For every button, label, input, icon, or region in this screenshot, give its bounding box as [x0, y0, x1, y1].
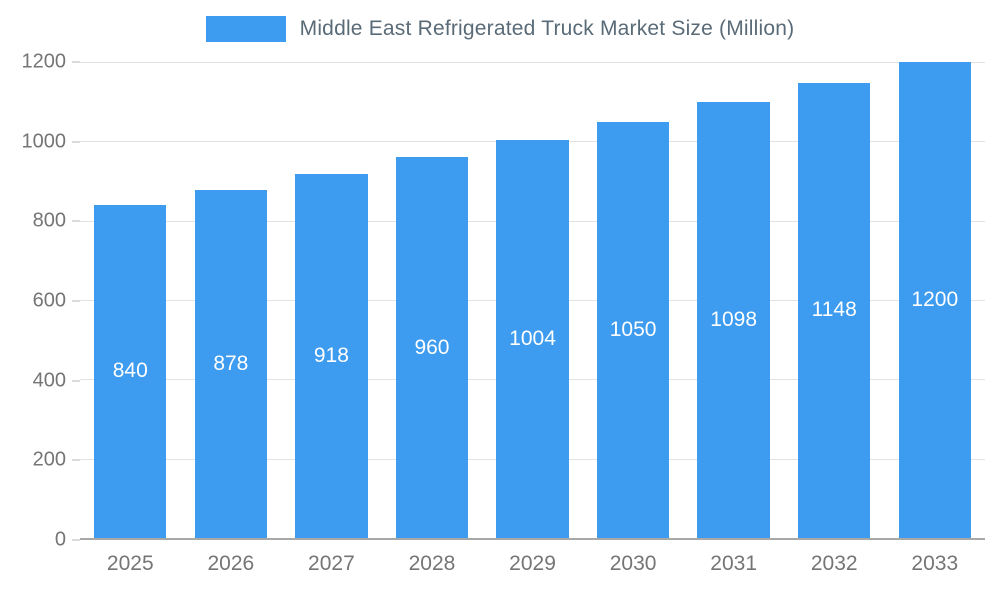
y-tick: 0: [22, 529, 80, 552]
bar-band: 878: [181, 62, 282, 538]
bar-band: 1004: [482, 62, 583, 538]
bar-2029[interactable]: 1004: [496, 139, 569, 538]
y-axis: 0 200 400 600 800 1000 1200: [0, 51, 80, 551]
bar-band: 840: [80, 62, 181, 538]
y-tick-mark: [72, 539, 80, 541]
y-tick: 200: [22, 449, 80, 472]
bar-value-label: 840: [112, 359, 148, 383]
bar-value-label: 1050: [609, 317, 657, 341]
y-tick-label: 600: [32, 289, 66, 312]
y-tick-mark: [72, 300, 80, 302]
x-tick-label: 2031: [710, 552, 758, 575]
x-tick-label: 2027: [308, 552, 355, 575]
y-tick-label: 0: [54, 528, 66, 551]
bar-2025[interactable]: 840: [94, 204, 167, 538]
y-tick: 1000: [21, 130, 80, 153]
y-tick-mark: [72, 380, 80, 382]
y-tick-label: 1000: [21, 130, 67, 153]
y-tick: 600: [22, 290, 80, 313]
gridline: [80, 62, 985, 63]
x-tick-label: 2029: [509, 552, 556, 575]
bar-2033[interactable]: 1200: [898, 62, 971, 538]
bar-band: 918: [281, 62, 382, 538]
bar-value-label: 1004: [509, 326, 556, 350]
bar-band: 1148: [784, 62, 885, 538]
y-tick-label: 1200: [21, 50, 67, 73]
bar-value-label: 1200: [911, 288, 959, 311]
bar-band: 960: [382, 62, 483, 538]
bar-value-label: 878: [213, 351, 249, 375]
bar-band: 1200: [885, 62, 986, 538]
bar-2030[interactable]: 1050: [596, 121, 670, 538]
x-axis: 2025 2026 2027 2028 2029 2030 2031 2032 2033: [80, 552, 985, 576]
x-tick-label: 2032: [810, 552, 858, 575]
x-tick-label: 2028: [408, 552, 456, 575]
x-tick-label: 2026: [207, 552, 255, 575]
y-tick: 1200: [21, 50, 80, 74]
bar-2032[interactable]: 1148: [798, 82, 871, 538]
bar-band: 1098: [683, 62, 784, 538]
bar-2031[interactable]: 1098: [697, 102, 770, 538]
x-tick-label: 2030: [609, 552, 657, 575]
y-tick-label: 200: [32, 448, 66, 471]
plot-area: 840 878 918 960 1004 1050 1098 1148 1200: [80, 62, 985, 540]
x-tick-label: 2025: [106, 552, 154, 575]
y-tick-mark: [72, 141, 80, 143]
x-tick-label: 2033: [911, 552, 959, 575]
y-tick-mark: [72, 459, 80, 461]
bar-2028[interactable]: 960: [395, 157, 469, 538]
bar-value-label: 918: [313, 343, 349, 367]
chart-title: Middle East Refrigerated Truck Market Si…: [299, 17, 795, 40]
bar-value-label: 1098: [710, 308, 757, 332]
legend[interactable]: Middle East Refrigerated Truck Market Si…: [0, 16, 1000, 42]
y-tick-label: 800: [32, 209, 66, 232]
y-tick-label: 400: [32, 369, 66, 392]
bar-value-label: 1148: [811, 298, 857, 322]
y-tick-mark: [72, 220, 80, 222]
bars: 840 878 918 960 1004 1050 1098 1148 1200: [80, 62, 985, 538]
y-tick: 400: [22, 369, 80, 392]
y-tick: 800: [22, 210, 80, 233]
y-tick-mark: [72, 61, 80, 63]
bar-2026[interactable]: 878: [194, 189, 268, 538]
legend-swatch-icon: [205, 16, 286, 42]
bar-value-label: 960: [414, 335, 450, 359]
bar-2027[interactable]: 918: [295, 173, 368, 538]
bar-band: 1050: [583, 62, 684, 538]
